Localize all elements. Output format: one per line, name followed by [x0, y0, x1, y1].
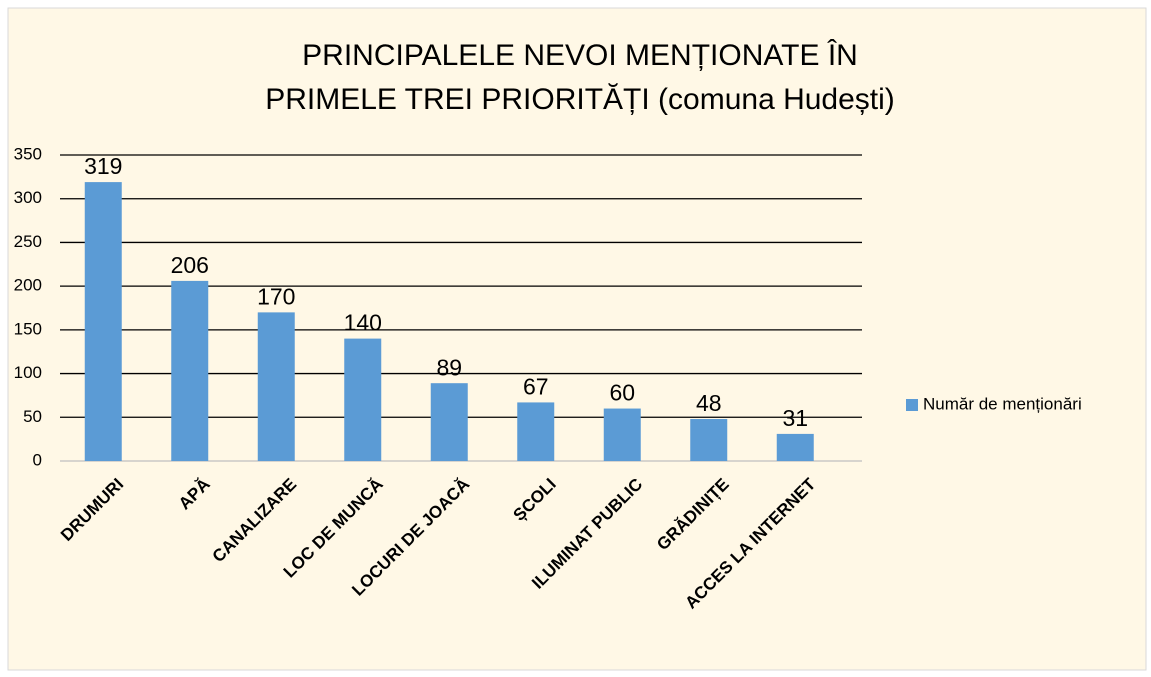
- bar: [517, 402, 555, 461]
- chart-title: PRINCIPALELE NEVOI MENȚIONATE ÎN: [302, 39, 858, 72]
- y-tick-label: 0: [33, 450, 42, 469]
- bar: [690, 419, 728, 461]
- legend-label: Număr de menționări: [923, 394, 1082, 413]
- bar: [171, 280, 209, 461]
- value-label: 170: [257, 283, 295, 309]
- value-label: 319: [84, 153, 122, 179]
- y-tick-label: 300: [14, 188, 42, 207]
- value-label: 140: [344, 310, 382, 336]
- value-label: 60: [609, 380, 635, 406]
- legend-swatch: [906, 399, 918, 411]
- y-tick-label: 100: [14, 363, 42, 382]
- y-tick-label: 50: [23, 407, 42, 426]
- bar: [84, 182, 122, 462]
- bar: [344, 338, 382, 461]
- value-label: 31: [782, 405, 808, 431]
- value-label: 67: [523, 374, 549, 400]
- value-label: 206: [171, 252, 209, 278]
- value-label: 89: [436, 354, 462, 380]
- bar: [603, 408, 641, 461]
- value-label: 48: [696, 390, 722, 416]
- y-tick-label: 350: [14, 144, 42, 163]
- y-tick-label: 250: [14, 232, 42, 251]
- bar: [776, 433, 814, 461]
- y-tick-label: 200: [14, 276, 42, 295]
- y-tick-label: 150: [14, 319, 42, 338]
- bar: [430, 383, 468, 461]
- chart-title: PRIMELE TREI PRIORITĂȚI (comuna Hudești): [265, 83, 895, 116]
- bar: [257, 312, 295, 461]
